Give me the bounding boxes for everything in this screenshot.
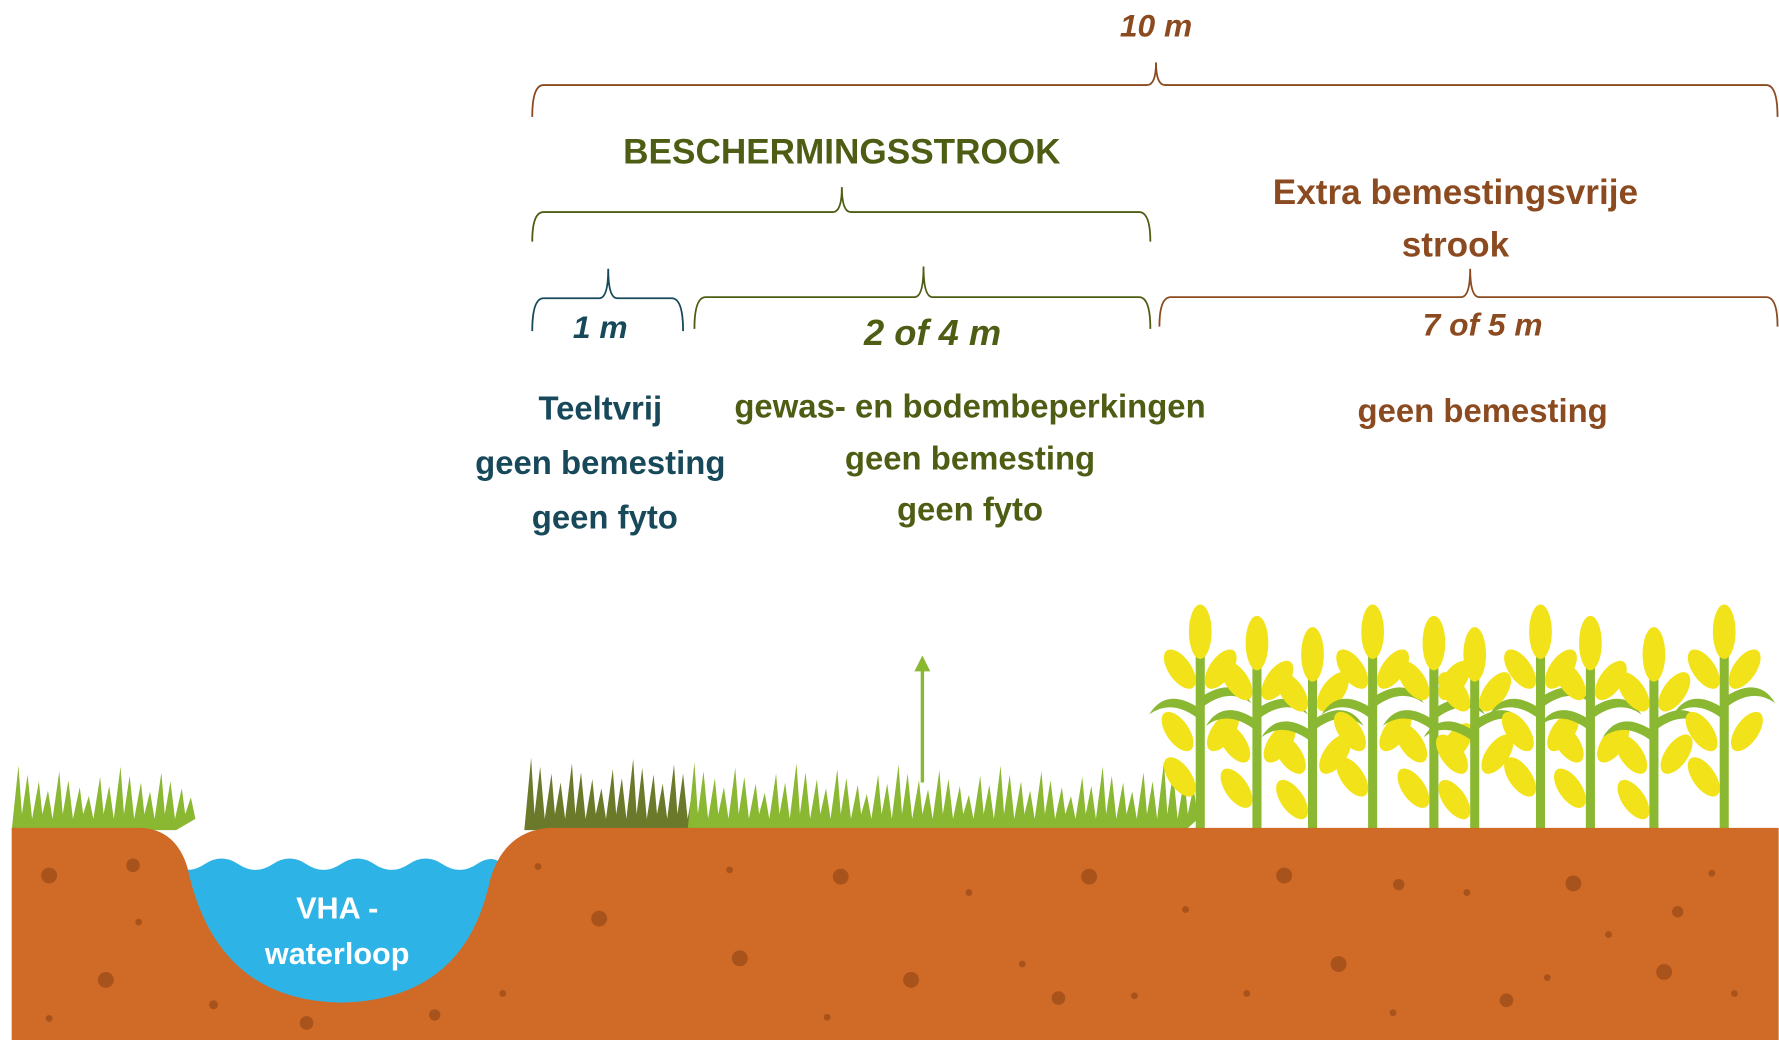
zone-rule: gewas- en bodembeperkingen — [734, 387, 1205, 424]
zone-rule: geen bemesting — [1358, 392, 1608, 429]
growth-arrow-head — [914, 656, 930, 672]
corn-cob — [1391, 763, 1436, 813]
corn-cob — [1246, 616, 1269, 670]
grass-tuft — [524, 758, 708, 831]
zone-width: 2 of 4 m — [863, 312, 1001, 353]
corn-cob — [1611, 774, 1656, 824]
grass-tuft — [12, 766, 196, 831]
water-label: VHA - — [296, 892, 378, 926]
soil-dot — [1544, 974, 1551, 981]
soil-dot — [965, 889, 972, 896]
corn-cob — [1643, 627, 1666, 681]
corn-cob — [1423, 616, 1446, 670]
corn-cob — [1189, 604, 1212, 658]
zone-width: 1 m — [573, 309, 628, 345]
zone-rule: geen fyto — [532, 499, 678, 536]
soil-dot — [1565, 876, 1581, 892]
brace — [532, 62, 1777, 116]
soil-dot — [1500, 994, 1514, 1008]
zone-rule: geen bemesting — [475, 444, 725, 481]
corn-cob — [1713, 604, 1736, 658]
soil-dot — [1131, 992, 1138, 999]
soil-dot — [126, 859, 140, 873]
soil-dot — [300, 1016, 314, 1030]
zone-width: 7 of 5 m — [1423, 307, 1543, 343]
total-width: 10 m — [1120, 7, 1192, 43]
soil-dot — [535, 863, 542, 870]
soil-dot — [429, 1009, 440, 1020]
page: {"dimensions": {"total": "10 m", "buffer… — [0, 0, 1779, 1040]
corn-cob — [1301, 627, 1324, 681]
diagram: 10 m BESCHERMINGSSTROOK Extra bemestings… — [0, 0, 1779, 1040]
corn-stalk — [1720, 629, 1729, 830]
soil-dot — [98, 972, 114, 988]
extra-title: Extra bemestingsvrije — [1273, 173, 1638, 212]
soil-dot — [1052, 991, 1066, 1005]
zone-rule: Teeltvrij — [538, 390, 662, 427]
soil-dot — [1463, 889, 1470, 896]
soil-dot — [1276, 868, 1292, 884]
soil-dot — [46, 1015, 53, 1022]
soil-dot — [135, 919, 142, 926]
grass — [12, 758, 1198, 831]
soil-dot — [1331, 956, 1347, 972]
corn-cob — [1463, 627, 1486, 681]
soil-dot — [1731, 990, 1738, 997]
zone-rule: geen bemesting — [845, 440, 1095, 477]
soil-dot — [732, 950, 748, 966]
soil-dot — [1081, 869, 1097, 885]
zone-rule: geen fyto — [897, 491, 1043, 528]
soil-dot — [833, 869, 849, 885]
corn-cob — [1270, 774, 1315, 824]
soil-dot — [824, 1014, 831, 1021]
extra-title: strook — [1402, 225, 1510, 264]
corn-cob — [1725, 706, 1770, 756]
brace — [532, 187, 1150, 241]
corn-stalk — [1536, 629, 1545, 830]
corn-cob — [1579, 616, 1602, 670]
soil-dot — [1393, 879, 1404, 890]
corn-cob — [1432, 774, 1477, 824]
soil-dot — [1243, 990, 1250, 997]
soil-dot — [591, 911, 607, 927]
corn-cob — [1548, 763, 1593, 813]
soil-dot — [1708, 870, 1715, 877]
soil-dot — [1182, 906, 1189, 913]
soil-dot — [1390, 1009, 1397, 1016]
soil-dot — [499, 990, 506, 997]
corn-stalk — [1196, 629, 1205, 830]
soil-dot — [726, 866, 733, 873]
soil-dot — [1656, 964, 1672, 980]
soil-dot — [1672, 906, 1683, 917]
soil-dot — [1605, 931, 1612, 938]
corn-cob — [1361, 604, 1384, 658]
corn-cob — [1682, 752, 1727, 802]
buffer-title: BESCHERMINGSSTROOK — [623, 132, 1061, 171]
soil-dot — [209, 1000, 218, 1009]
soil-dot — [41, 868, 57, 884]
corn-cob — [1529, 604, 1552, 658]
soil-dot — [903, 972, 919, 988]
corn-stalk — [1368, 629, 1377, 830]
corn-cob — [1214, 763, 1259, 813]
corn — [1149, 604, 1775, 830]
grass-tuft — [688, 762, 1198, 830]
water-label: waterloop — [264, 937, 410, 971]
soil-dot — [1019, 961, 1026, 968]
